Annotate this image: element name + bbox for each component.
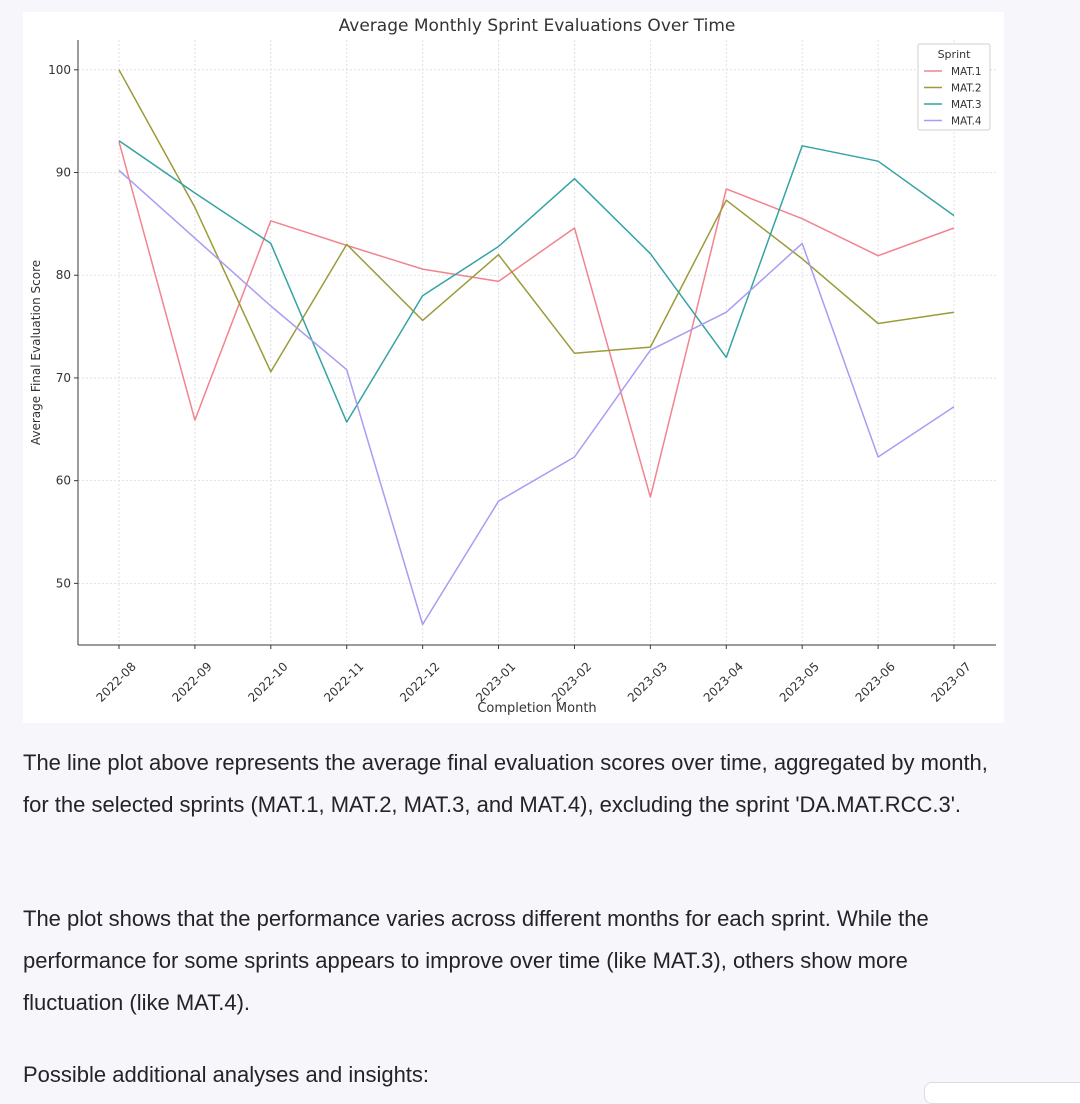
x-tick-label: 2022-09 [169,659,214,704]
x-tick-label: 2023-07 [928,659,973,704]
y-tick-label: 100 [48,63,71,77]
legend-label: MAT.3 [951,99,982,111]
analysis-paragraph-2: The plot shows that the performance vari… [23,906,929,1015]
legend-label: MAT.4 [951,116,982,128]
series-line-mat-2 [118,69,955,373]
legend-title: Sprint [938,48,972,61]
x-tick-label: 2023-05 [777,659,822,704]
x-tick-label: 2023-03 [625,659,670,704]
y-tick-label: 60 [56,474,71,488]
x-tick-label: 2023-04 [701,659,746,704]
legend-label: MAT.2 [951,83,982,95]
series-line-mat-3 [118,140,955,423]
x-tick-label: 2023-01 [473,659,518,704]
y-tick-label: 90 [56,166,71,180]
x-tick-label: 2022-08 [93,659,138,704]
chart-card: 50 60 70 80 90 100 2022-08 2022-09 2022-10 2022-1… [23,12,1004,723]
analysis-paragraph-3: Possible additional analyses and insight… [23,1062,430,1087]
x-tick-label: 2023-02 [549,659,594,704]
series-line-mat-4 [118,169,955,626]
x-axis-title: Completion Month [477,701,596,716]
y-tick-label: 70 [56,371,71,385]
legend-label: MAT.1 [951,66,982,78]
analysis-paragraph-1: The line plot above represents the avera… [23,750,988,817]
legend-box [917,43,991,131]
x-tick-label: 2022-12 [397,659,442,704]
x-tick-label: 2023-06 [853,659,898,704]
scroll-to-bottom-button[interactable] [924,1082,1080,1104]
chart-title: Average Monthly Sprint Evaluations Over … [339,16,736,36]
line-chart: 50 60 70 80 90 100 2022-08 2022-09 2022-10 2022-1… [29,16,996,716]
y-axis-title: Average Final Evaluation Score [29,260,43,445]
y-tick-label: 50 [56,576,71,590]
y-tick-label: 80 [56,268,71,282]
x-tick-label: 2022-11 [321,659,366,704]
series-line-mat-1 [118,141,955,498]
x-tick-label: 2022-10 [245,659,290,704]
